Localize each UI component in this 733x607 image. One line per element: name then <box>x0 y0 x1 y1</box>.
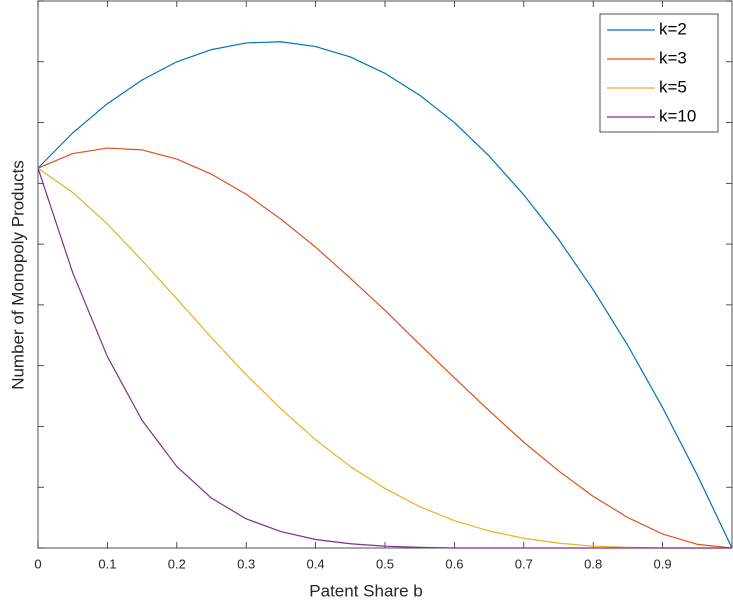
series-line <box>37 41 733 549</box>
legend: k=2 k=3 k=5 k=10 <box>599 13 719 133</box>
x-tick-label: 0.3 <box>237 556 255 571</box>
x-tick-label: 0.7 <box>515 556 533 571</box>
x-tick-label: 0.1 <box>98 556 116 571</box>
x-axis-label: Patent Share b <box>309 581 422 600</box>
x-tick-label: 0.9 <box>654 556 672 571</box>
x-tick-label: 0.4 <box>307 556 325 571</box>
series-line <box>37 147 733 549</box>
legend-label: k=3 <box>659 48 687 67</box>
legend-label: k=2 <box>659 19 687 38</box>
legend-label: k=10 <box>659 106 696 125</box>
x-tick-label: 0.6 <box>445 556 463 571</box>
x-tick-label: 0.8 <box>584 556 602 571</box>
legend-label: k=5 <box>659 77 687 96</box>
series-line <box>37 167 732 549</box>
y-axis-label: Number of Monopoly Products <box>8 160 27 390</box>
x-tick-label: 0 <box>34 556 41 571</box>
series-line <box>37 167 732 549</box>
x-tick-label: 0.2 <box>168 556 186 571</box>
legend-box <box>599 13 719 133</box>
x-tick-label: 0.5 <box>376 556 394 571</box>
